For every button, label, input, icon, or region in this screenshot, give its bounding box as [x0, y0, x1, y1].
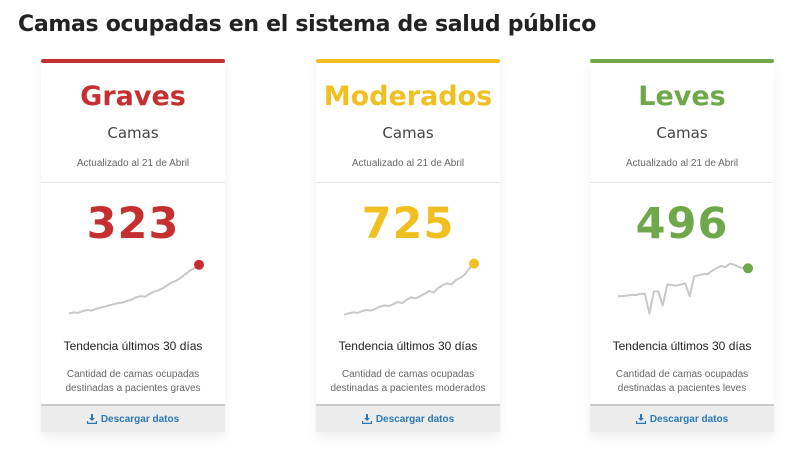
divider — [41, 182, 225, 183]
card-heading: Leves — [638, 81, 726, 112]
download-label: Descargar datos — [375, 413, 455, 425]
trend-sparkline — [618, 262, 753, 315]
card-accent-bar — [41, 59, 225, 63]
trend-label: Tendencia últimos 30 días — [63, 339, 203, 353]
trend-endpoint — [743, 263, 753, 274]
card-leves: Leves Camas Actualizado al 21 de Abril 4… — [590, 59, 774, 432]
card-accent-bar — [316, 59, 500, 63]
download-label: Descargar datos — [100, 413, 180, 425]
bed-count: 496 — [635, 199, 729, 249]
bed-count: 323 — [86, 199, 180, 249]
card-subtitle: Camas — [107, 124, 159, 142]
download-icon — [86, 414, 97, 424]
card-subtitle: Camas — [656, 124, 708, 142]
trend-label: Tendencia últimos 30 días — [338, 339, 478, 353]
updated-date: Actualizado al 21 de Abril — [625, 158, 739, 169]
download-data-button[interactable]: Descargar datos — [590, 404, 774, 432]
divider — [590, 182, 774, 183]
card-subtitle: Camas — [382, 124, 434, 142]
trend-label: Tendencia últimos 30 días — [612, 339, 752, 353]
card-description: Cantidad de camas ocupadas destinadas a … — [330, 369, 486, 394]
trend-line — [343, 262, 475, 316]
card-accent-bar — [590, 59, 774, 63]
card-graves: Graves Camas Actualizado al 21 de Abril … — [41, 59, 225, 432]
download-data-button[interactable]: Descargar datos — [316, 404, 500, 432]
card-heading: Moderados — [323, 81, 493, 112]
trend-sparkline — [68, 259, 204, 315]
updated-date: Actualizado al 21 de Abril — [76, 158, 190, 169]
trend-sparkline — [343, 258, 479, 316]
card-heading: Graves — [80, 81, 186, 112]
trend-line — [618, 262, 748, 315]
trend-endpoint — [194, 259, 204, 270]
download-data-button[interactable]: Descargar datos — [41, 404, 225, 432]
trend-endpoint — [469, 258, 479, 269]
page-title: Camas ocupadas en el sistema de salud pú… — [18, 12, 597, 37]
card-description: Cantidad de camas ocupadas destinadas a … — [65, 369, 201, 394]
download-icon — [361, 414, 372, 424]
updated-date: Actualizado al 21 de Abril — [351, 158, 465, 169]
download-icon — [635, 414, 646, 424]
card-moderados: Moderados Camas Actualizado al 21 de Abr… — [316, 59, 500, 432]
bed-count: 725 — [361, 199, 455, 249]
card-description: Cantidad de camas ocupadas destinadas a … — [615, 369, 749, 394]
download-label: Descargar datos — [649, 413, 729, 425]
trend-line — [68, 264, 200, 315]
divider — [316, 182, 500, 183]
